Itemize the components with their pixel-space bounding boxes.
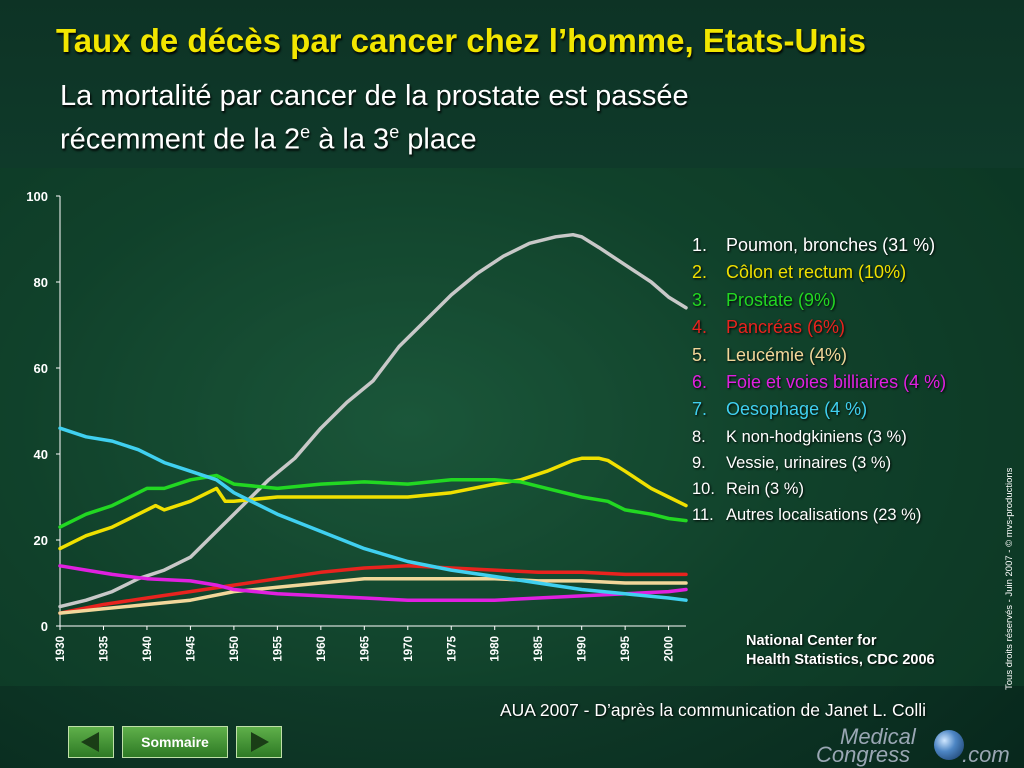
- series-line-5: [58, 576, 688, 615]
- legend-number: 7.: [692, 399, 708, 420]
- legend-label: Pancréas (6%): [726, 317, 846, 338]
- legend-label: Poumon, bronches (31 %): [726, 235, 936, 255]
- x-tick-label: 1995: [620, 635, 632, 661]
- legend-number: 6.: [692, 371, 708, 392]
- previous-button[interactable]: [68, 726, 114, 758]
- y-tick-label: 20: [34, 533, 48, 548]
- legend-label: Vessie, urinaires (3 %): [726, 453, 892, 472]
- legend-label: Prostate (9%): [726, 289, 837, 310]
- page-title: Taux de décès par cancer chez l’homme, E…: [56, 22, 867, 59]
- credit-line: AUA 2007 - D’après la communication de J…: [500, 700, 927, 720]
- header-band: [0, 0, 1024, 168]
- legend-item: 1. Poumon, bronches (31 %): [692, 232, 946, 259]
- x-tick-label: 1985: [533, 635, 545, 661]
- subtitle-sup-1: e: [300, 122, 311, 142]
- arrow-left-icon: [81, 732, 99, 752]
- legend-item: 7. Oesophage (4 %): [692, 396, 946, 423]
- source-line1: National Center for: [746, 633, 877, 649]
- legend-item: 6. Foie et voies billiaires (4 %): [692, 369, 946, 396]
- x-tick-label: 1970: [403, 636, 415, 662]
- legend-number: 2.: [692, 262, 708, 283]
- chart-legend: 1. Poumon, bronches (31 %) 2. Côlon et rect…: [692, 232, 946, 528]
- legend-label: Foie et voies billiaires (4 %): [726, 371, 947, 392]
- legend-number: 4.: [692, 317, 708, 338]
- legend-label: Oesophage (4 %): [726, 399, 868, 420]
- x-tick-label: 1945: [185, 635, 197, 661]
- y-tick-label: 60: [34, 361, 48, 376]
- medical-congress-logo: Medical Congress .com: [810, 726, 1015, 768]
- legend-label: Autres localisations (23 %): [726, 505, 922, 524]
- subtitle-line2-b: à la 3: [310, 123, 390, 156]
- legend-number: 1.: [692, 235, 708, 255]
- legend-item: 4. Pancréas (6%): [692, 314, 946, 341]
- source-line2: Health Statistics, CDC 2006: [746, 652, 935, 668]
- legend-label: K non-hodgkiniens (3 %): [726, 427, 907, 446]
- next-button[interactable]: [236, 726, 282, 758]
- globe-icon: [934, 730, 964, 760]
- series-line-3: [58, 473, 688, 529]
- logo-text-com: .com: [962, 742, 1010, 767]
- subtitle-sup-2: e: [389, 122, 400, 142]
- x-tick-label: 1975: [446, 635, 458, 661]
- copyright-note: Tous droits réservés - Juin 2007 - © mvs…: [1004, 467, 1015, 690]
- legend-item: 11. Autres localisations (23 %): [692, 502, 946, 528]
- sommaire-button[interactable]: Sommaire: [122, 726, 228, 758]
- legend-label: Rein (3 %): [726, 479, 804, 498]
- legend-item: 8. K non-hodgkiniens (3 %): [692, 424, 946, 450]
- x-tick-label: 1930: [55, 636, 67, 662]
- legend-label: Leucémie (4%): [726, 344, 848, 365]
- series-line-7: [58, 426, 688, 602]
- legend-number: 9.: [692, 453, 706, 472]
- series-line-2: [58, 456, 688, 551]
- x-tick-label: 1935: [98, 635, 110, 661]
- legend-item: 3. Prostate (9%): [692, 287, 946, 314]
- y-tick-label: 40: [34, 447, 48, 462]
- chart-series: [58, 232, 688, 615]
- series-line-1: [58, 232, 688, 609]
- subtitle-line1: La mortalité par cancer de la prostate e…: [60, 80, 689, 112]
- x-tick-label: 1950: [229, 636, 241, 662]
- legend-number: 11.: [692, 505, 714, 524]
- series-line-4: [58, 564, 688, 615]
- legend-number: 10.: [692, 479, 715, 498]
- x-tick-label: 1940: [142, 636, 154, 662]
- legend-number: 8.: [692, 427, 706, 446]
- x-tick-label: 1965: [359, 635, 371, 661]
- x-tick-label: 1980: [490, 636, 502, 662]
- legend-item: 9. Vessie, urinaires (3 %): [692, 450, 946, 476]
- arrow-right-icon: [251, 732, 269, 752]
- subtitle-line2-c: place: [399, 123, 477, 156]
- page-subtitle: La mortalité par cancer de la prostate e…: [60, 78, 689, 158]
- x-tick-label: 1960: [316, 636, 328, 662]
- y-tick-label: 80: [34, 275, 48, 290]
- chart-axes: 0 20 40 60 80 100 1930 1935 1940 1945 1950 1955 1960…: [26, 189, 686, 662]
- subtitle-line2-a: récemment de la 2: [60, 123, 301, 156]
- legend-number: 5.: [692, 344, 708, 365]
- series-line-6: [58, 564, 688, 602]
- source-note: National Center for Health Statistics, C…: [746, 632, 935, 670]
- legend-item: 2. Côlon et rectum (10%): [692, 259, 946, 286]
- y-tick-label: 0: [41, 619, 48, 634]
- x-tick-label: 1955: [272, 635, 284, 661]
- y-tick-label: 100: [26, 189, 48, 204]
- logo-text-congress: Congress: [816, 742, 911, 767]
- legend-item: 5. Leucémie (4%): [692, 342, 946, 369]
- x-tick-label: 2000: [664, 636, 676, 662]
- logo-text-medical: Medical: [840, 724, 916, 749]
- legend-number: 3.: [692, 289, 708, 310]
- legend-label: Côlon et rectum (10%): [726, 262, 907, 283]
- legend-item: 10. Rein (3 %): [692, 476, 946, 502]
- x-tick-label: 1990: [577, 636, 589, 662]
